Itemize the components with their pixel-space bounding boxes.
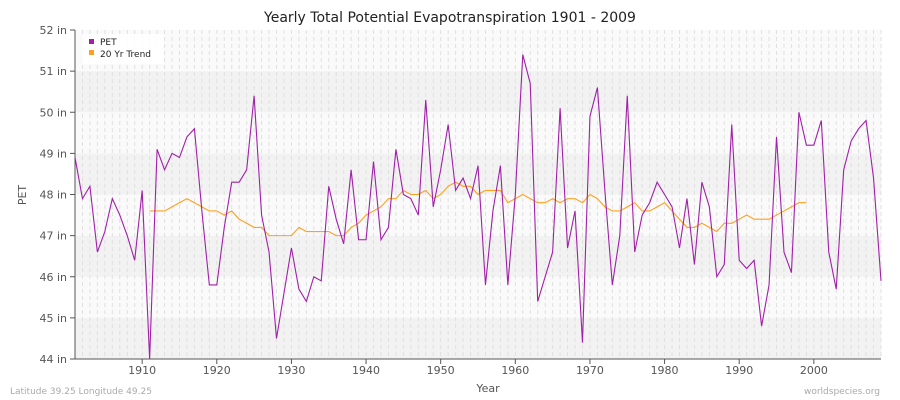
- legend-swatch-pet: [89, 39, 94, 44]
- x-axis-label: Year: [475, 382, 500, 395]
- x-tick-label: 1960: [501, 364, 529, 377]
- y-tick-label: 48 in: [39, 189, 67, 202]
- y-tick-label: 46 in: [39, 271, 67, 284]
- legend-swatch-trend: [89, 50, 94, 55]
- y-tick-label: 49 in: [39, 147, 67, 160]
- y-tick-label: 50 in: [39, 106, 67, 119]
- x-tick-label: 1920: [203, 364, 231, 377]
- y-tick-label: 47 in: [39, 230, 67, 243]
- y-tick-label: 45 in: [39, 312, 67, 325]
- x-tick-label: 1930: [277, 364, 305, 377]
- band: [75, 30, 881, 72]
- legend-label-trend: 20 Yr Trend: [100, 50, 151, 60]
- x-tick-label: 1940: [352, 364, 380, 377]
- x-tick-label: 1980: [651, 364, 679, 377]
- y-tick-label: 44 in: [39, 353, 67, 366]
- y-tick-label: 52 in: [39, 24, 67, 37]
- legend-label-pet: PET: [100, 38, 117, 48]
- band: [75, 112, 881, 154]
- y-axis-label: PET: [16, 185, 29, 206]
- x-tick-label: 1950: [427, 364, 455, 377]
- y-tick-label: 51 in: [39, 65, 67, 78]
- series-line-pet: [74, 54, 882, 360]
- x-tick-label: 1910: [128, 364, 156, 377]
- coordinates-note: Latitude 39.25 Longitude 49.25: [10, 387, 152, 397]
- x-tick-label: 2000: [800, 364, 828, 377]
- x-tick-label: 1970: [576, 364, 604, 377]
- series-line-20-yr-trend: [149, 181, 807, 237]
- band: [75, 71, 881, 113]
- chart-title: Yearly Total Potential Evapotranspiratio…: [263, 10, 636, 26]
- source-credit: worldspecies.org: [804, 387, 880, 397]
- x-tick-label: 1990: [725, 364, 753, 377]
- legend: PET 20 Yr Trend: [82, 34, 164, 64]
